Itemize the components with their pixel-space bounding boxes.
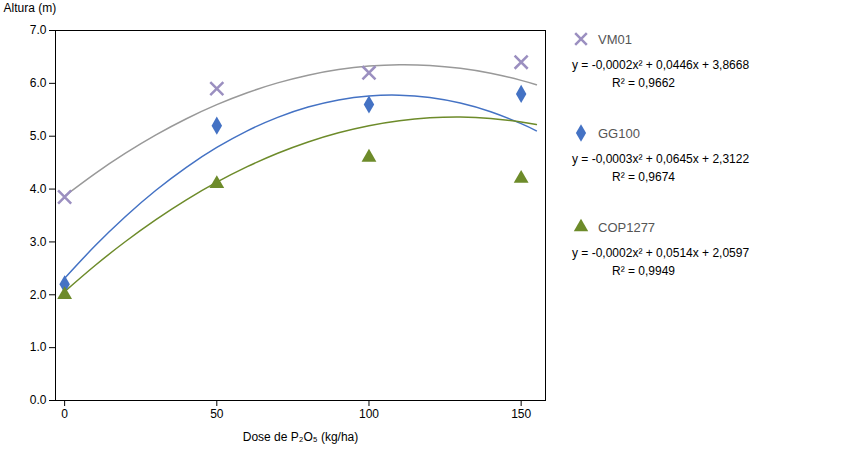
svg-text:1.0: 1.0 <box>30 340 47 354</box>
svg-text:100: 100 <box>359 407 379 421</box>
html-text:y = -0,0002x² + 0,0514x + 2,05: y = -0,0002x² + 0,0514x + 2,0597 <box>572 246 750 260</box>
html-text:y = -0,0002x² + 0,0446x + 3,86: y = -0,0002x² + 0,0446x + 3,8668 <box>572 58 750 72</box>
html-text:GG100: GG100 <box>598 125 640 141</box>
html-text:R² = 0,9674: R² = 0,9674 <box>612 170 675 184</box>
svg-text:Altura (m): Altura (m) <box>4 1 57 15</box>
html-text:R² = 0,9662: R² = 0,9662 <box>612 76 675 90</box>
svg-text:5.0: 5.0 <box>30 129 47 143</box>
svg-text:7.0: 7.0 <box>30 23 47 37</box>
svg-text:Dose de P₂O₅ (kg/ha): Dose de P₂O₅ (kg/ha) <box>243 430 359 444</box>
svg-text:150: 150 <box>511 407 531 421</box>
svg-text:2.0: 2.0 <box>30 288 47 302</box>
svg-text:4.0: 4.0 <box>30 182 47 196</box>
html-text:R² = 0,9949: R² = 0,9949 <box>612 264 675 278</box>
svg-text:0: 0 <box>61 407 68 421</box>
html-text:VM01: VM01 <box>598 31 632 47</box>
html-text:COP1277: COP1277 <box>598 219 656 235</box>
svg-text:0.0: 0.0 <box>30 393 47 407</box>
svg-text:3.0: 3.0 <box>30 235 47 249</box>
svg-text:50: 50 <box>210 407 224 421</box>
svg-text:6.0: 6.0 <box>30 76 47 90</box>
html-text:y = -0,0003x² + 0,0645x + 2,31: y = -0,0003x² + 0,0645x + 2,3122 <box>572 152 750 166</box>
